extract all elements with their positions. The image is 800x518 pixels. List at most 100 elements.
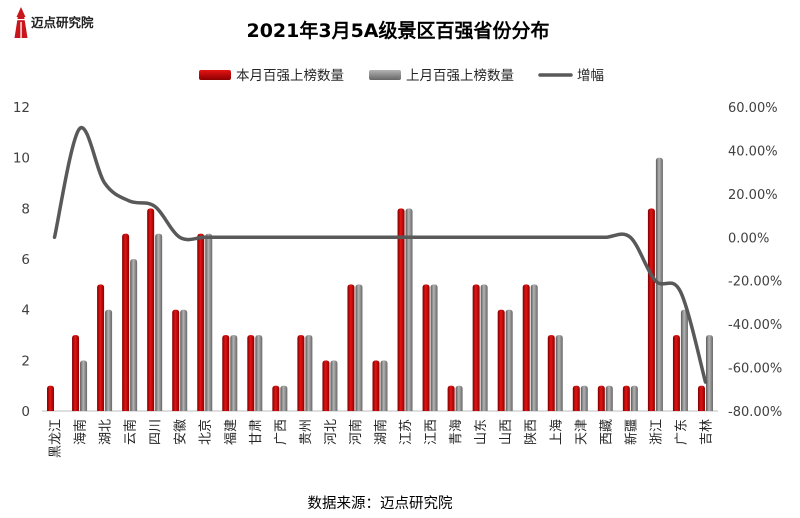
x-tick-label-15: 江西 <box>424 419 439 445</box>
y-right-tick-label-6: -60.00% <box>728 362 782 377</box>
x-tick-label-23: 新疆 <box>623 419 639 445</box>
legend: 本月百强上榜数量 上月百强上榜数量 增幅 <box>199 67 604 84</box>
bar-current-month-26 <box>697 385 705 411</box>
x-tick-label-14: 江苏 <box>398 419 414 445</box>
x-tick-label-20: 上海 <box>549 419 564 445</box>
bar-current-month-20 <box>547 335 555 411</box>
x-tick-label-6: 北京 <box>199 419 214 445</box>
x-tick-label-0: 黑龙江 <box>49 419 64 458</box>
bar-current-month-19 <box>522 284 530 411</box>
bar-last-month-12 <box>355 284 363 411</box>
y-left-tick-label-2: 4 <box>21 303 30 319</box>
bar-last-month-22 <box>605 385 613 411</box>
bar-last-month-17 <box>480 284 488 411</box>
bar-last-month-10 <box>305 335 313 411</box>
x-tick-label-22: 西藏 <box>599 419 614 445</box>
bar-current-month-24 <box>647 208 655 411</box>
bar-current-month-25 <box>672 335 680 411</box>
legend-label-growth: 增幅 <box>577 68 604 84</box>
x-tick-label-9: 广西 <box>274 419 289 445</box>
x-tick-label-4: 四川 <box>149 419 164 445</box>
x-tick-label-19: 陕西 <box>524 419 539 445</box>
plot-area: 0 2 4 6 8 10 12 60.00% 40.00% 20.00% 0.00% -20.00% -… <box>13 100 782 458</box>
bar-current-month-2 <box>97 284 105 411</box>
legend-label-current-month: 本月百强上榜数量 <box>236 67 344 84</box>
series-current-month-bars <box>47 208 705 411</box>
bar-current-month-3 <box>122 233 130 411</box>
y-left-tick-label-6: 12 <box>13 100 30 116</box>
bar-last-month-26 <box>705 335 713 411</box>
y-right-tick-label-0: 60.00% <box>728 101 778 116</box>
bar-current-month-16 <box>447 385 455 411</box>
bar-current-month-4 <box>147 208 155 411</box>
x-tick-label-5: 安徽 <box>174 419 189 445</box>
bar-current-month-6 <box>197 233 205 411</box>
bar-last-month-3 <box>130 259 138 411</box>
x-tick-label-8: 甘肃 <box>249 419 264 445</box>
bar-last-month-18 <box>505 309 513 411</box>
bar-current-month-17 <box>472 284 480 411</box>
bar-current-month-0 <box>47 385 55 411</box>
bar-last-month-8 <box>255 335 263 411</box>
x-tick-label-25: 广东 <box>674 419 689 445</box>
x-tick-label-10: 贵州 <box>299 419 314 445</box>
x-tick-label-7: 福建 <box>224 419 239 445</box>
bar-last-month-7 <box>230 335 238 411</box>
y-left-tick-label-5: 10 <box>13 151 30 167</box>
y-left-tick-label-3: 6 <box>21 252 30 268</box>
data-source: 数据来源：迈点研究院 <box>308 495 453 512</box>
bar-last-month-15 <box>430 284 438 411</box>
bar-last-month-9 <box>280 385 288 411</box>
bar-last-month-11 <box>330 360 338 411</box>
y-right-tick-label-2: 20.00% <box>728 188 778 203</box>
bar-last-month-19 <box>530 284 538 411</box>
y-right-tick-label-3: 0.00% <box>728 231 769 246</box>
bar-last-month-23 <box>630 385 638 411</box>
bar-last-month-20 <box>555 335 563 411</box>
x-tick-label-18: 山西 <box>499 419 514 445</box>
bar-current-month-21 <box>572 385 580 411</box>
bar-current-month-12 <box>347 284 355 411</box>
legend-item-current-month: 本月百强上榜数量 <box>199 67 344 84</box>
x-tick-label-12: 河南 <box>348 419 364 445</box>
bar-current-month-10 <box>297 335 305 411</box>
legend-swatch-current-month <box>199 70 231 80</box>
y-left-tick-label-1: 2 <box>21 353 30 369</box>
bar-current-month-13 <box>372 360 380 411</box>
bar-current-month-22 <box>597 385 605 411</box>
brand-name: 迈点研究院 <box>31 15 94 30</box>
bar-last-month-16 <box>455 385 463 411</box>
bar-last-month-4 <box>155 233 163 411</box>
x-tick-label-26: 吉林 <box>699 419 714 445</box>
x-tick-label-16: 青海 <box>449 419 464 445</box>
bar-last-month-21 <box>580 385 588 411</box>
bar-current-month-11 <box>322 360 330 411</box>
bar-current-month-15 <box>422 284 430 411</box>
x-tick-label-24: 浙江 <box>649 419 664 445</box>
legend-label-last-month: 上月百强上榜数量 <box>406 67 514 84</box>
y-right-tick-label-7: -80.00% <box>728 405 782 420</box>
brand-logo: 迈点研究院 <box>14 7 94 38</box>
bar-last-month-25 <box>680 309 688 411</box>
x-tick-label-11: 河北 <box>324 419 339 445</box>
bar-last-month-6 <box>205 233 213 411</box>
bar-last-month-13 <box>380 360 388 411</box>
y-right-tick-label-5: -40.00% <box>728 318 782 333</box>
y-right-tick-label-4: -20.00% <box>728 275 782 290</box>
bar-last-month-2 <box>105 309 113 411</box>
lighthouse-icon <box>14 7 28 38</box>
growth-line <box>52 126 708 384</box>
bar-current-month-8 <box>247 335 255 411</box>
y-left-tick-label-0: 0 <box>21 404 30 420</box>
bar-last-month-5 <box>180 309 188 411</box>
series-last-month-bars <box>80 157 713 411</box>
legend-swatch-last-month <box>369 70 401 80</box>
x-tick-label-17: 山东 <box>474 419 489 445</box>
bar-current-month-23 <box>622 385 630 411</box>
x-tick-label-3: 云南 <box>123 419 139 445</box>
x-tick-label-1: 海南 <box>73 419 89 445</box>
x-tick-label-2: 湖北 <box>99 419 114 445</box>
legend-item-last-month: 上月百强上榜数量 <box>369 67 514 84</box>
x-tick-label-13: 湖南 <box>373 419 389 445</box>
